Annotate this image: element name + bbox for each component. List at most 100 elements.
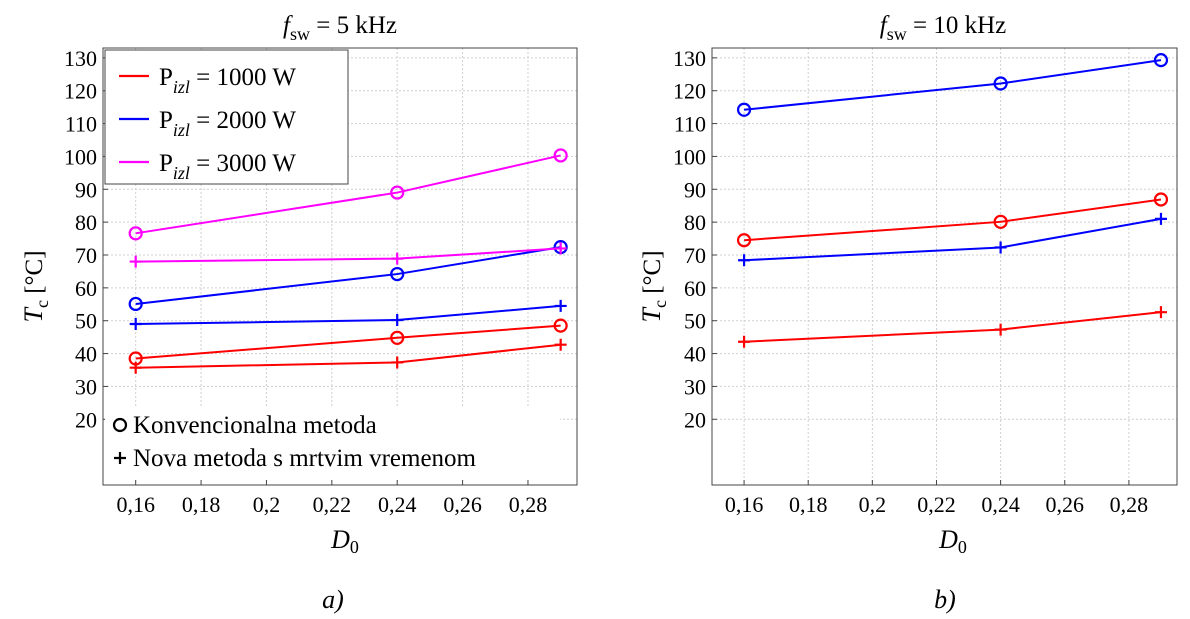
data-point-circle [390, 266, 405, 282]
y-label-subscript: c [32, 300, 52, 308]
chart-panel-1: 0,16 0,18 0,2 0,22 0,24 0,26 0,28 20 30 40 50 60 70 8… [19, 12, 578, 614]
y-tick-label: 120 [64, 79, 97, 104]
data-point-circle [736, 102, 752, 117]
legend-main: P [159, 64, 173, 91]
data-point-plus [1154, 306, 1167, 319]
data-point-circle [993, 76, 1008, 91]
y-tick-label: 110 [65, 112, 97, 137]
data-point-circle [993, 214, 1008, 229]
y-tick-label: 110 [674, 112, 706, 137]
data-point-circle [390, 185, 405, 200]
title-main-text: f [283, 12, 293, 39]
y-tick-label: 100 [64, 144, 97, 169]
x-tick-label: 0,24 [378, 492, 417, 517]
x-tick-label: 0,26 [443, 492, 482, 517]
y-label-main: T [637, 307, 666, 323]
data-point-plus [129, 255, 142, 268]
title-main-text: f [880, 12, 890, 39]
series-line [135, 324, 561, 360]
x-tick-label: 0,18 [182, 492, 221, 517]
data-point-plus [554, 338, 567, 351]
title-subscript: sw [887, 24, 907, 44]
x-tick-label: 0,16 [116, 492, 155, 517]
plot-frame [711, 47, 1178, 486]
data-point-circle [128, 226, 143, 241]
legend-subscript: izl [173, 120, 190, 140]
x-label-main: D [330, 525, 350, 554]
series-2-circle [736, 192, 1169, 248]
x-tick-label: 0,28 [509, 492, 548, 517]
data-point-plus [554, 242, 567, 255]
y-tick-label: 70 [75, 243, 97, 268]
legend-main: P [159, 107, 173, 134]
data-point-plus [738, 254, 751, 267]
series-4-plus [738, 306, 1167, 348]
title-subscript: sw [290, 24, 310, 44]
x-tick-label: 0,22 [917, 492, 956, 517]
series-6-plus [129, 242, 567, 268]
x-tick-label: 0,2 [253, 492, 281, 517]
legend-entry: Pizl = 2000 W [159, 107, 296, 140]
data-point-circle [128, 296, 143, 312]
series-line [743, 198, 1162, 242]
marker-legend-bg [105, 408, 560, 478]
marker-legend-symbol [114, 452, 126, 464]
x-tick-label: 0,28 [1110, 492, 1149, 517]
data-point-plus [994, 323, 1007, 336]
y-tick-label: 20 [684, 407, 706, 432]
y-tick-label: 30 [75, 374, 97, 399]
legend-entry: Pizl = 3000 W [159, 150, 296, 183]
series-line [135, 304, 561, 325]
chart-title: fsw = 10 kHz [880, 12, 1006, 44]
series-line [135, 246, 561, 305]
series-line [744, 311, 1162, 343]
data-point-plus [1154, 212, 1167, 225]
legend-subscript: izl [173, 163, 190, 183]
data-point-circle [1153, 53, 1169, 68]
title-rest-text: = 5 kHz [310, 12, 397, 39]
marker-legend: Konvencionalna metoda Nova metoda s mrtvi… [105, 408, 560, 478]
data-point-circle [1153, 192, 1169, 207]
data-point-plus [554, 299, 567, 312]
data-point-plus [391, 252, 404, 265]
y-tick-label: 50 [75, 309, 97, 334]
marker-legend-symbol [112, 417, 128, 433]
y-label-subscript: c [650, 300, 670, 308]
x-tick-label: 0,24 [981, 492, 1020, 517]
data-point-plus [129, 361, 142, 374]
data-point-plus [129, 318, 142, 330]
data-point-plus [994, 241, 1007, 254]
title-rest-text: = 10 kHz [907, 12, 1007, 39]
panel-label: b) [934, 585, 956, 614]
x-tick-label: 0,22 [313, 492, 352, 517]
y-tick-label: 50 [684, 309, 706, 334]
legend-main: P [159, 150, 173, 177]
panel-label: a) [322, 585, 344, 614]
marker-legend-label: Nova metoda s mrtvim vremenom [133, 445, 477, 472]
y-tick-label: 60 [684, 276, 706, 301]
y-tick-label: 90 [684, 177, 706, 202]
series-3-circle [128, 240, 568, 312]
series-4-plus [129, 299, 567, 330]
y-tick-label: 60 [75, 276, 97, 301]
chart-title: fsw = 5 kHz [283, 12, 397, 44]
y-tick-label: 30 [684, 374, 706, 399]
x-tick-label: 0,26 [1046, 492, 1085, 517]
x-tick-label: 0,18 [789, 492, 828, 517]
legend-rest: = 2000 W [190, 107, 296, 134]
series-1-circle [128, 318, 568, 366]
series-line [135, 154, 561, 235]
x-label-subscript: 0 [350, 537, 359, 557]
y-axis-label: Tc [°C] [19, 250, 52, 322]
x-tick-label: 0,2 [859, 492, 887, 517]
data-point-circle [553, 318, 568, 333]
x-axis-label: D0 [938, 525, 967, 557]
series-1-circle [736, 53, 1169, 117]
data-point-plus [738, 335, 751, 348]
y-tick-label: 130 [673, 46, 706, 71]
y-label-unit: [°C] [21, 250, 48, 300]
legend-entry: Pizl = 1000 W [159, 64, 296, 97]
legend-subscript: izl [173, 77, 190, 97]
